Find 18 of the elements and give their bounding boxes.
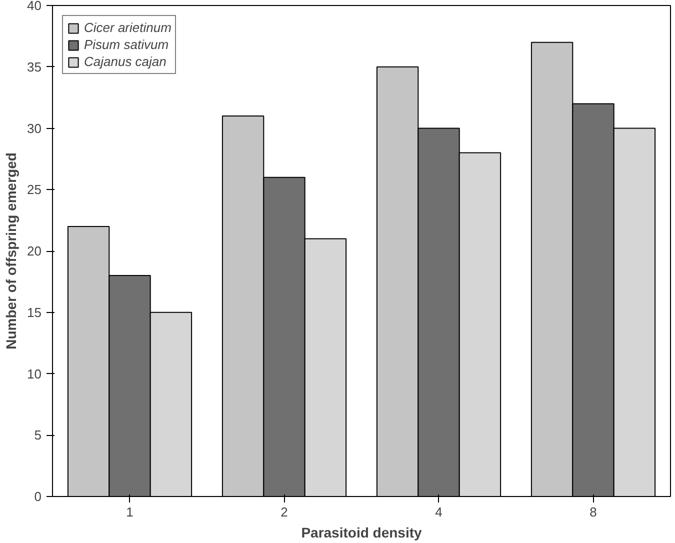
- x-tick-label: 8: [590, 504, 597, 520]
- y-tick-label: 15: [27, 304, 42, 320]
- x-tick-label: 2: [280, 504, 288, 520]
- legend-label: Cajanus cajan: [84, 54, 166, 69]
- y-tick-label: 10: [27, 366, 42, 382]
- y-axis-title: Number of offspring emerged: [3, 152, 20, 350]
- x-axis-title: Parasitoid density: [301, 524, 422, 540]
- y-tick-label: 0: [34, 489, 42, 504]
- y-tick-label: 30: [27, 120, 42, 136]
- y-tick-label: 25: [27, 182, 42, 198]
- x-tick-label: 4: [435, 504, 442, 520]
- x-tick-label: 1: [126, 504, 134, 520]
- y-tick-label: 35: [27, 59, 42, 74]
- y-tick-label: 5: [34, 428, 42, 443]
- y-tick-label: 20: [27, 244, 42, 258]
- y-tick-label: 40: [27, 0, 42, 13]
- legend-label: Pisum sativum: [84, 37, 169, 52]
- legend-label: Cicer arietinum: [84, 20, 172, 35]
